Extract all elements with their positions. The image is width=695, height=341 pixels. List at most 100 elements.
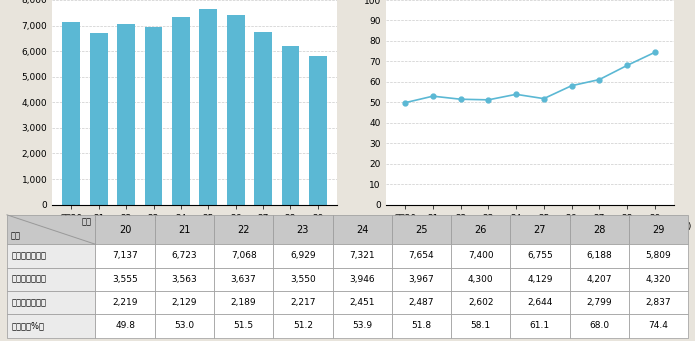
Bar: [569, 314, 629, 338]
Text: 20: 20: [119, 225, 131, 235]
Bar: [7, 291, 95, 314]
Bar: [145, 27, 163, 205]
Text: 7,068: 7,068: [231, 251, 256, 261]
Bar: [281, 46, 300, 205]
Bar: [451, 291, 510, 314]
Text: 検挙率（%）: 検挙率（%）: [12, 322, 44, 330]
Text: 27: 27: [534, 225, 546, 235]
Bar: [510, 215, 569, 244]
Text: 3,946: 3,946: [350, 275, 375, 284]
Bar: [95, 244, 155, 268]
Text: 4,129: 4,129: [528, 275, 553, 284]
Bar: [117, 24, 135, 205]
Bar: [155, 244, 214, 268]
Text: 2,602: 2,602: [468, 298, 493, 307]
Text: (年): (年): [680, 221, 692, 230]
Bar: [569, 291, 629, 314]
Bar: [214, 314, 273, 338]
Text: 6,929: 6,929: [290, 251, 316, 261]
Bar: [199, 9, 218, 205]
Bar: [451, 244, 510, 268]
Text: 7,400: 7,400: [468, 251, 493, 261]
Text: 2,644: 2,644: [528, 298, 553, 307]
Bar: [7, 215, 95, 244]
Bar: [569, 244, 629, 268]
Text: 26: 26: [475, 225, 486, 235]
Bar: [95, 215, 155, 244]
Text: 25: 25: [415, 225, 427, 235]
Bar: [7, 268, 95, 291]
Bar: [214, 244, 273, 268]
Bar: [172, 17, 190, 205]
Text: 2,189: 2,189: [231, 298, 256, 307]
Text: 51.2: 51.2: [293, 322, 313, 330]
Bar: [392, 291, 451, 314]
Bar: [510, 314, 569, 338]
Text: 29: 29: [652, 225, 664, 235]
Text: 5,809: 5,809: [646, 251, 671, 261]
Text: 58.1: 58.1: [471, 322, 491, 330]
Text: 検挙人員（人）: 検挙人員（人）: [12, 298, 47, 307]
Text: 68.0: 68.0: [589, 322, 610, 330]
Bar: [155, 215, 214, 244]
Bar: [214, 268, 273, 291]
Text: 6,723: 6,723: [172, 251, 197, 261]
Bar: [392, 215, 451, 244]
Text: 6,188: 6,188: [587, 251, 612, 261]
Text: 2,129: 2,129: [172, 298, 197, 307]
Bar: [332, 291, 392, 314]
Bar: [214, 291, 273, 314]
Bar: [510, 244, 569, 268]
Bar: [451, 215, 510, 244]
Text: 2,219: 2,219: [113, 298, 138, 307]
Bar: [95, 314, 155, 338]
Text: 2,487: 2,487: [409, 298, 434, 307]
Text: 6,755: 6,755: [527, 251, 553, 261]
Text: 53.0: 53.0: [174, 322, 195, 330]
Text: (年): (年): [343, 221, 355, 230]
Bar: [451, 268, 510, 291]
Text: 28: 28: [593, 225, 605, 235]
Bar: [569, 215, 629, 244]
Bar: [392, 268, 451, 291]
Bar: [629, 314, 688, 338]
Bar: [332, 244, 392, 268]
Text: 年次: 年次: [82, 217, 92, 226]
Bar: [629, 244, 688, 268]
Text: 49.8: 49.8: [115, 322, 135, 330]
Bar: [95, 291, 155, 314]
Bar: [569, 268, 629, 291]
Bar: [273, 268, 332, 291]
Bar: [510, 291, 569, 314]
Bar: [392, 244, 451, 268]
Bar: [254, 32, 272, 205]
Text: 51.5: 51.5: [234, 322, 254, 330]
Text: 21: 21: [178, 225, 190, 235]
Text: 23: 23: [297, 225, 309, 235]
Text: 22: 22: [238, 225, 250, 235]
Text: 2,799: 2,799: [587, 298, 612, 307]
Text: 3,563: 3,563: [172, 275, 197, 284]
Bar: [629, 268, 688, 291]
Bar: [155, 268, 214, 291]
Text: 3,550: 3,550: [290, 275, 316, 284]
Text: 4,320: 4,320: [646, 275, 671, 284]
Bar: [332, 314, 392, 338]
Text: 検挙件数（件）: 検挙件数（件）: [12, 275, 47, 284]
Bar: [273, 215, 332, 244]
Bar: [332, 215, 392, 244]
Text: 3,637: 3,637: [231, 275, 256, 284]
Text: 7,137: 7,137: [113, 251, 138, 261]
Text: 3,555: 3,555: [113, 275, 138, 284]
Text: 2,451: 2,451: [350, 298, 375, 307]
Bar: [510, 268, 569, 291]
Text: 3,967: 3,967: [409, 275, 434, 284]
Text: 4,207: 4,207: [587, 275, 612, 284]
Bar: [155, 314, 214, 338]
Bar: [392, 314, 451, 338]
Bar: [90, 33, 108, 205]
Bar: [273, 244, 332, 268]
Text: 51.8: 51.8: [411, 322, 432, 330]
Text: 7,321: 7,321: [350, 251, 375, 261]
Bar: [227, 15, 245, 205]
